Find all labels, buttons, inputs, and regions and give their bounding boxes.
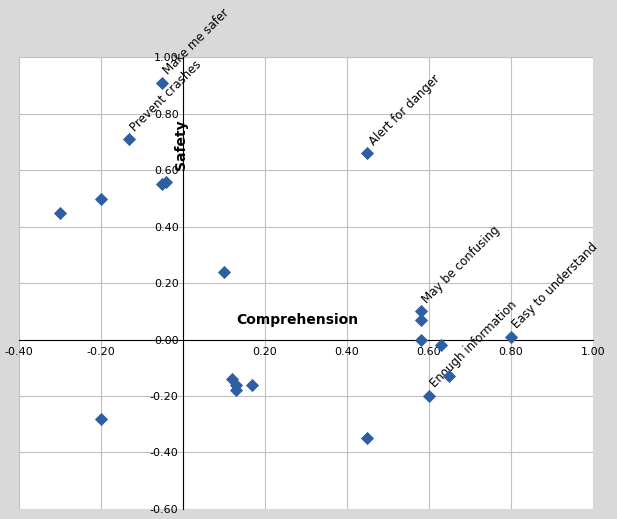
Point (424, 392, 434, 400)
Point (444, 372, 454, 380)
Point (231, 380, 241, 389)
Point (161, 177, 171, 186)
Text: Easy to understand: Easy to understand (510, 241, 600, 331)
Point (227, 375, 237, 383)
Point (416, 316, 426, 324)
Point (506, 333, 516, 341)
Text: Prevent crashes: Prevent crashes (128, 58, 204, 134)
Point (416, 335, 426, 344)
Text: Safety: Safety (173, 120, 188, 170)
Point (157, 79, 167, 87)
Text: Enough information: Enough information (428, 299, 520, 390)
Point (362, 434, 372, 443)
Point (55, 209, 65, 217)
Point (247, 380, 257, 389)
Point (231, 386, 241, 394)
Text: Comprehension: Comprehension (236, 313, 358, 327)
Text: May be confusing: May be confusing (420, 223, 502, 306)
Point (96, 195, 106, 203)
Point (219, 268, 229, 276)
Point (362, 149, 372, 158)
Text: Alert for danger: Alert for danger (366, 72, 442, 148)
Point (125, 135, 135, 143)
Text: Make me safer: Make me safer (161, 6, 232, 77)
Point (436, 341, 446, 349)
Point (416, 307, 426, 316)
Point (157, 180, 167, 188)
Point (96, 414, 106, 422)
